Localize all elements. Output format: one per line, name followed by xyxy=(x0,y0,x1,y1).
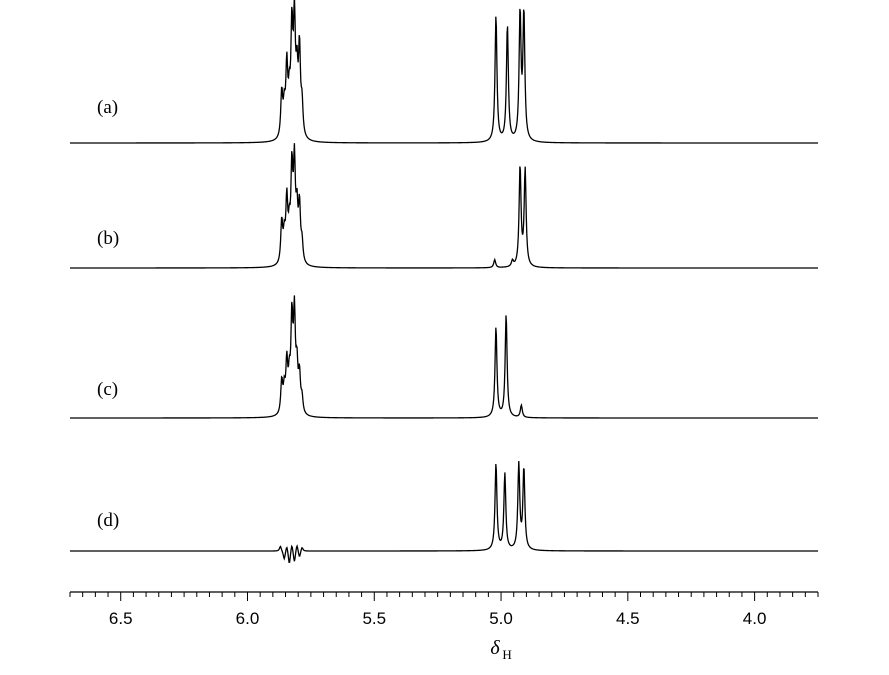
x-tick-label: 4.0 xyxy=(743,609,767,628)
spectrum-trace-3 xyxy=(70,295,818,419)
x-tick-label: 6.0 xyxy=(236,609,260,628)
x-tick-label: 4.5 xyxy=(616,609,640,628)
x-axis-label-subscript: H xyxy=(502,647,511,662)
trace-label-c: (c) xyxy=(97,379,119,400)
spectrum-trace-4 xyxy=(70,461,818,564)
x-tick-label: 6.5 xyxy=(109,609,133,628)
x-tick-label: 5.5 xyxy=(362,609,386,628)
trace-label-b: (b) xyxy=(97,228,120,249)
x-axis-label: δ xyxy=(490,637,500,659)
spectrum-trace-1 xyxy=(70,0,818,144)
spectrum-trace-2 xyxy=(70,143,818,269)
trace-label-d: (d) xyxy=(97,510,120,531)
x-tick-label: 5.0 xyxy=(489,609,513,628)
trace-label-a: (a) xyxy=(97,97,119,118)
